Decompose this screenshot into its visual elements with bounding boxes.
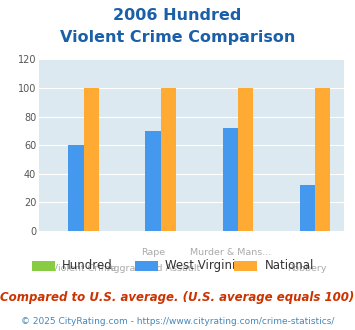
Text: Murder & Mans...: Murder & Mans...	[190, 248, 271, 257]
Text: Aggravated Assault: Aggravated Assault	[106, 264, 200, 273]
Text: © 2025 CityRating.com - https://www.cityrating.com/crime-statistics/: © 2025 CityRating.com - https://www.city…	[21, 317, 334, 326]
Text: Compared to U.S. average. (U.S. average equals 100): Compared to U.S. average. (U.S. average …	[0, 291, 355, 304]
Text: National: National	[264, 259, 314, 272]
Text: Robbery: Robbery	[288, 264, 327, 273]
Text: All Violent Crime: All Violent Crime	[37, 264, 116, 273]
Bar	[69, 145, 84, 231]
Text: West Virginia: West Virginia	[165, 259, 243, 272]
Text: Rape: Rape	[141, 248, 165, 257]
Text: Violent Crime Comparison: Violent Crime Comparison	[60, 30, 295, 45]
Bar	[84, 88, 99, 231]
Bar	[146, 131, 161, 231]
Bar	[223, 128, 238, 231]
Bar	[300, 185, 315, 231]
Bar	[238, 88, 253, 231]
Text: 2006 Hundred: 2006 Hundred	[113, 8, 242, 23]
Bar	[161, 88, 176, 231]
Bar	[315, 88, 331, 231]
Text: Hundred: Hundred	[62, 259, 113, 272]
